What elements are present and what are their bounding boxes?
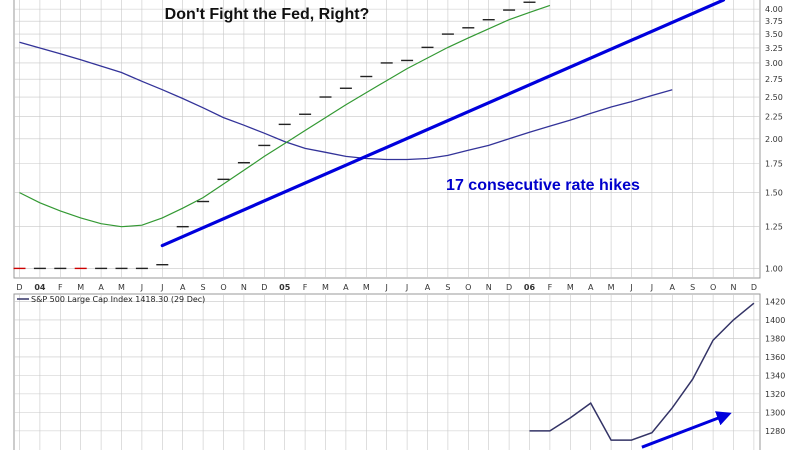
month-tick-label: M (77, 283, 84, 292)
month-tick-label: J (160, 283, 163, 292)
rate-hikes-annotation: 17 consecutive rate hikes (446, 177, 640, 194)
sp500-y-axis: 1420 1400 1380 1360 1340 1320 1300 1280 (765, 297, 785, 435)
month-tick-label: S (690, 283, 695, 292)
month-tick-label: A (425, 283, 431, 292)
month-tick-label: S (445, 283, 450, 292)
sp500-y-tick-label: 1360 (765, 353, 785, 362)
month-tick-label: M (567, 283, 574, 292)
month-tick-label: O (220, 283, 226, 292)
rate-y-tick-label: 2.00 (765, 135, 783, 144)
sp500-trend-arrow (641, 411, 732, 449)
sp500-y-tick-label: 1380 (765, 334, 785, 343)
sp500-y-tick-label: 1280 (765, 427, 785, 436)
rate-y-tick-label: 1.00 (765, 264, 783, 273)
sp500-y-tick-label: 1320 (765, 390, 785, 399)
rate-y-tick-label: 3.75 (765, 17, 783, 26)
rate-panel: 1.00 1.25 1.50 1.75 2.00 2.25 2.50 2.75 3.00 3.25… (13, 0, 783, 279)
month-tick-label: D (506, 283, 512, 292)
month-tick-label: F (303, 283, 308, 292)
sp500-y-tick-label: 1400 (765, 316, 785, 325)
blue-moving-average-line (19, 41, 673, 161)
sp500-panel: 1420 1400 1380 1360 1340 1320 1300 1280 S&P 500… (13, 293, 785, 450)
sp500-legend-label: S&P 500 Large Cap Index 1418.30 (29 Dec) (31, 295, 205, 304)
green-moving-average-line (19, 4, 551, 228)
rate-y-tick-label: 4.00 (765, 5, 783, 14)
month-tick-label: A (343, 283, 349, 292)
rate-trend-arrow (160, 0, 726, 248)
month-tick-label: D (261, 283, 267, 292)
month-tick-label: M (608, 283, 615, 292)
month-tick-label: J (629, 283, 632, 292)
rate-y-tick-label: 3.00 (765, 59, 783, 68)
month-tick-label: N (241, 283, 247, 292)
sp500-y-tick-label: 1300 (765, 408, 785, 417)
rate-y-tick-label: 2.75 (765, 75, 783, 84)
month-tick-label: F (548, 283, 553, 292)
month-tick-label: 06 (524, 283, 536, 292)
month-tick-label: O (710, 283, 716, 292)
rate-y-axis: 1.00 1.25 1.50 1.75 2.00 2.25 2.50 2.75 3.00 3.25… (765, 5, 783, 273)
rate-series-group (13, 0, 726, 270)
month-tick-label: O (465, 283, 471, 292)
month-tick-label: J (405, 283, 408, 292)
month-tick-label: A (98, 283, 104, 292)
rate-y-tick-label: 2.25 (765, 113, 783, 122)
sp500-series-group (529, 302, 755, 449)
month-tick-label: M (118, 283, 125, 292)
month-tick-label: A (588, 283, 594, 292)
month-tick-label: J (140, 283, 143, 292)
month-tick-label: F (58, 283, 63, 292)
month-tick-label: M (363, 283, 370, 292)
month-tick-label: N (731, 283, 737, 292)
month-tick-label: A (670, 283, 676, 292)
rate-y-tick-label: 2.50 (765, 93, 783, 102)
sp500-line (529, 302, 755, 441)
month-tick-label: 05 (279, 283, 291, 292)
sp500-panel-grid (14, 294, 760, 450)
rate-y-tick-label: 3.25 (765, 44, 783, 53)
rate-y-tick-label: 1.25 (765, 223, 783, 232)
month-tick-label: D (16, 283, 22, 292)
rate-y-tick-label: 1.50 (765, 189, 783, 198)
month-tick-label: M (322, 283, 329, 292)
sp500-y-tick-label: 1340 (765, 371, 785, 380)
month-tick-label: J (650, 283, 653, 292)
rate-y-tick-label: 1.75 (765, 160, 783, 169)
month-tick-label: S (201, 283, 206, 292)
month-axis: D 04 F M A M J J A S O N D 05 F M A M J J A S O N D 06 F M A M J J A S O N D (16, 283, 757, 292)
rate-panel-grid (14, 0, 760, 278)
month-tick-label: D (751, 283, 757, 292)
month-tick-label: N (486, 283, 492, 292)
month-tick-label: J (385, 283, 388, 292)
month-tick-label: A (180, 283, 186, 292)
sp500-y-tick-label: 1420 (765, 297, 785, 306)
rate-y-tick-label: 3.50 (765, 30, 783, 39)
chart-title: Don't Fight the Fed, Right? (165, 6, 370, 23)
month-tick-label: 04 (34, 283, 46, 292)
